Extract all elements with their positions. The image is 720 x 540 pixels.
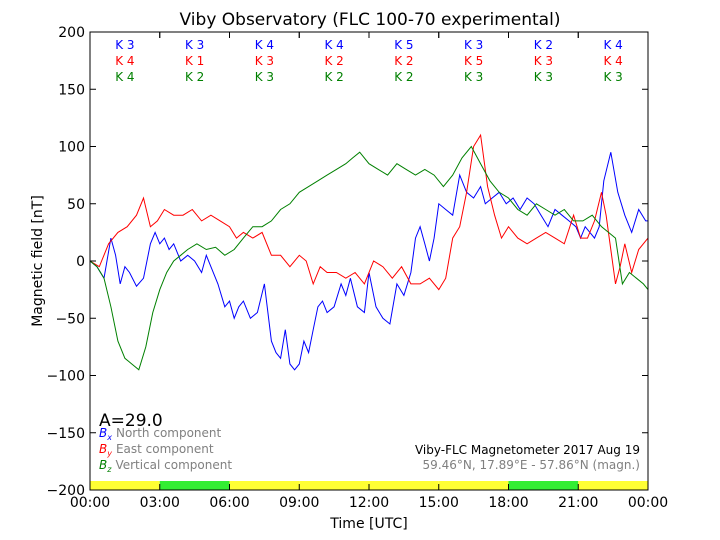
k-index-label: K 3 bbox=[603, 70, 622, 84]
legend-entry: Bx North component bbox=[99, 426, 222, 442]
plot-area bbox=[90, 133, 648, 371]
activity-bar-segment bbox=[229, 481, 300, 490]
legend-entry: Bz Vertical component bbox=[99, 458, 232, 474]
y-tick-label: −150 bbox=[47, 426, 85, 442]
activity-bar-segment bbox=[438, 481, 509, 490]
y-tick-label: 150 bbox=[58, 82, 85, 98]
x-tick-label: 06:00 bbox=[209, 495, 249, 511]
activity-annotation: A=29.0 bbox=[99, 411, 163, 431]
x-tick-label: 12:00 bbox=[349, 495, 389, 511]
x-tick-label: 21:00 bbox=[558, 495, 598, 511]
x-axis: 00:00 03:00 06:00 09:00 12:00 15:00 18:00 21:00… bbox=[70, 32, 668, 511]
legend-subscript: y bbox=[106, 449, 112, 458]
k-index-label: K 2 bbox=[394, 54, 413, 68]
y-tick-label: 50 bbox=[67, 197, 85, 213]
station-info-line2: 59.46°N, 17.89°E - 57.86°N (magn.) bbox=[423, 458, 640, 472]
chart-title: Viby Observatory (FLC 100-70 experimenta… bbox=[180, 10, 561, 30]
legend-entry: By East component bbox=[99, 442, 214, 458]
y-tick-label: 100 bbox=[58, 140, 85, 156]
k-index-label: K 3 bbox=[255, 70, 274, 84]
legend-symbol: B bbox=[99, 458, 107, 472]
k-index-label: K 5 bbox=[464, 54, 483, 68]
series-line bbox=[90, 133, 648, 291]
activity-bar-segment bbox=[508, 481, 579, 490]
y-tick-label: −100 bbox=[47, 369, 85, 385]
k-index-label: K 3 bbox=[534, 70, 553, 84]
series-line bbox=[90, 152, 648, 371]
x-tick-label: 09:00 bbox=[279, 495, 319, 511]
k-index-label: K 2 bbox=[324, 54, 343, 68]
k-index-label: K 4 bbox=[324, 38, 343, 52]
k-index-label: K 4 bbox=[603, 38, 622, 52]
x-tick-label: 00:00 bbox=[70, 495, 110, 511]
k-index-label: K 3 bbox=[255, 54, 274, 68]
k-index-label: K 3 bbox=[185, 38, 204, 52]
legend: Bx North component By East component Bz Verti… bbox=[99, 426, 232, 474]
k-index-label: K 2 bbox=[185, 70, 204, 84]
k-index-label: K 3 bbox=[464, 38, 483, 52]
activity-bar-segment bbox=[90, 481, 160, 490]
x-tick-label: 18:00 bbox=[488, 495, 528, 511]
k-index-label: K 1 bbox=[185, 54, 204, 68]
activity-bar-segment bbox=[299, 481, 369, 490]
k-index-label: K 4 bbox=[603, 54, 622, 68]
k-index-label: K 2 bbox=[394, 70, 413, 84]
k-index-label: K 5 bbox=[394, 38, 413, 52]
y-tick-label: −50 bbox=[55, 311, 85, 327]
series-group bbox=[90, 133, 648, 371]
legend-symbol: B bbox=[99, 426, 107, 440]
activity-bar-segment bbox=[369, 481, 439, 490]
legend-label: East component bbox=[116, 442, 214, 456]
series-line bbox=[90, 145, 648, 371]
y-tick-label: −200 bbox=[47, 483, 85, 499]
k-index-label: K 4 bbox=[115, 54, 134, 68]
k-index-label: K 4 bbox=[255, 38, 274, 52]
x-tick-label: 03:00 bbox=[140, 495, 180, 511]
y-tick-label: 200 bbox=[58, 25, 85, 41]
k-index-table: K 3 K 3 K 4 K 4 K 5 K 3 K 2 K 4 K 4 K 1 K 3 K 2 K 2 K… bbox=[115, 32, 623, 84]
k-index-label: K 3 bbox=[464, 70, 483, 84]
k-index-label: K 2 bbox=[534, 38, 553, 52]
k-index-label: K 2 bbox=[324, 70, 343, 84]
k-index-label: K 3 bbox=[115, 38, 134, 52]
legend-label: North component bbox=[116, 426, 222, 440]
y-tick-label: 0 bbox=[76, 254, 85, 270]
x-axis-label: Time [UTC] bbox=[329, 516, 407, 532]
k-index-label: K 3 bbox=[534, 54, 553, 68]
x-tick-label: 00:00 bbox=[628, 495, 668, 511]
k-index-label: K 4 bbox=[115, 70, 134, 84]
legend-label: Vertical component bbox=[115, 458, 232, 472]
activity-bar-segment bbox=[159, 481, 230, 490]
legend-subscript: x bbox=[106, 433, 112, 442]
y-axis: −200 −150 −100 −50 0 50 100 150 200 bbox=[47, 25, 648, 499]
x-tick-label: 15:00 bbox=[419, 495, 459, 511]
y-axis-label: Magnetic field [nT] bbox=[30, 195, 46, 327]
station-info-line1: Viby-FLC Magnetometer 2017 Aug 19 bbox=[415, 443, 640, 457]
activity-bar-segment bbox=[578, 481, 648, 490]
legend-subscript: z bbox=[106, 465, 112, 474]
legend-symbol: B bbox=[99, 442, 107, 456]
activity-bar bbox=[90, 481, 648, 490]
